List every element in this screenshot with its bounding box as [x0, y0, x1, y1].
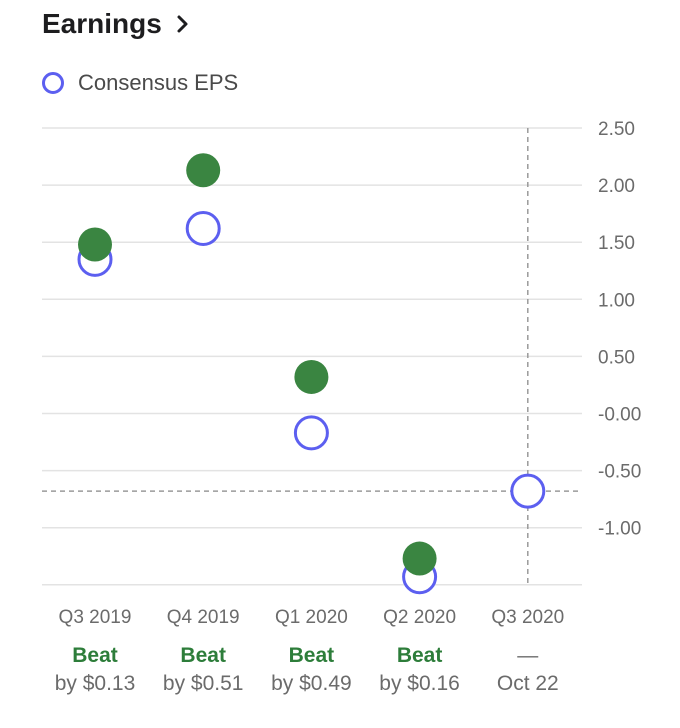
earnings-detail: by $0.16: [379, 672, 460, 695]
y-tick-label: 1.00: [598, 290, 635, 311]
section-header[interactable]: Earnings: [42, 8, 190, 40]
consensus-legend-marker: [42, 72, 64, 94]
earnings-status: Beat: [180, 644, 226, 667]
y-tick-label: 0.50: [598, 347, 635, 368]
earnings-status: Beat: [289, 644, 335, 667]
actual-point: [186, 153, 221, 188]
y-tick-label: -0.00: [598, 405, 641, 426]
legend-label-consensus: Consensus EPS: [78, 70, 239, 95]
earnings-status: Beat: [397, 644, 443, 667]
earnings-detail: by $0.13: [55, 672, 136, 695]
consensus-point: [293, 415, 329, 451]
earnings-status: —: [517, 644, 538, 667]
actual-point: [402, 541, 437, 576]
earnings-status: Beat: [72, 644, 118, 667]
y-tick-label: -1.00: [598, 519, 641, 540]
x-tick-label: Q2 2020: [383, 607, 456, 628]
y-tick-label: 2.50: [598, 119, 635, 140]
y-tick-label: 1.50: [598, 233, 635, 254]
x-tick-label: Q3 2019: [59, 607, 132, 628]
y-tick-label: 2.00: [598, 176, 635, 197]
chevron-right-icon[interactable]: [176, 14, 190, 34]
consensus-point: [185, 210, 221, 246]
x-tick-label: Q4 2019: [167, 607, 240, 628]
earnings-detail: by $0.49: [271, 672, 352, 695]
x-tick-label: Q1 2020: [275, 607, 348, 628]
y-tick-label: -0.50: [598, 462, 641, 483]
chart-legend: Consensus EPS: [42, 70, 238, 96]
earnings-detail: Oct 22: [497, 672, 559, 695]
section-title: Earnings: [42, 8, 162, 39]
consensus-point: [510, 473, 546, 509]
earnings-detail: by $0.51: [163, 672, 244, 695]
x-tick-label: Q3 2020: [491, 607, 564, 628]
actual-point: [78, 227, 112, 262]
actual-point: [294, 359, 329, 394]
